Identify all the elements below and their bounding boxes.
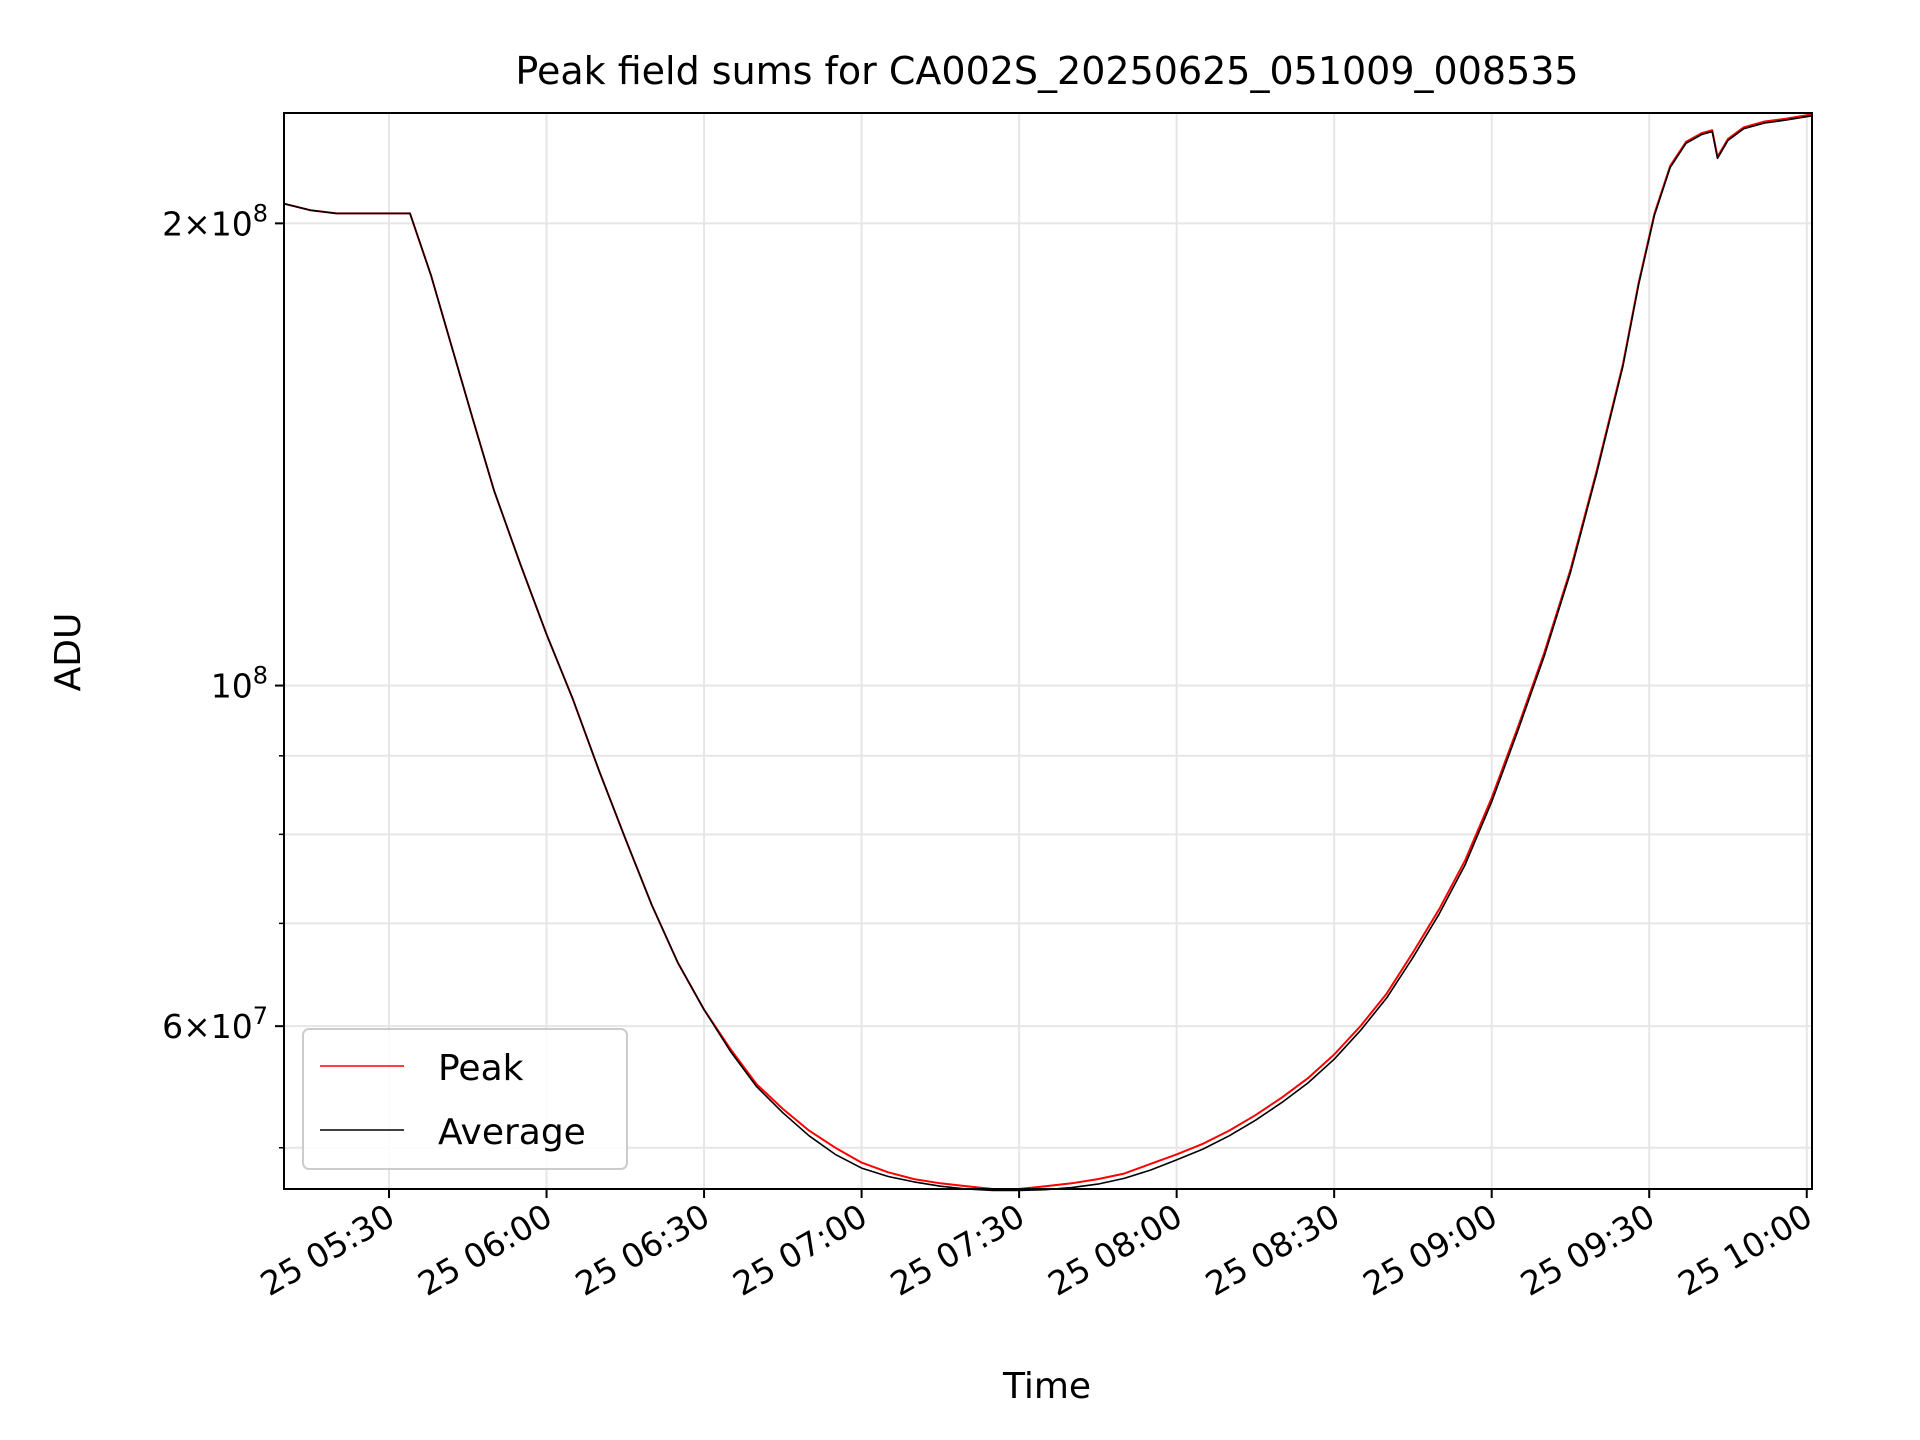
series-line-average — [283, 115, 1813, 1192]
y-axis: 2×108 108 6×107 — [162, 199, 284, 1149]
plot-frame — [283, 112, 1813, 1190]
legend-box — [302, 1028, 628, 1170]
y-tick-label: 2×108 — [162, 199, 268, 243]
legend-label-average: Average — [438, 1112, 586, 1153]
grid — [284, 113, 1812, 1189]
chart-title: Peak field sums for CA002S_20250625_0510… — [515, 49, 1578, 93]
y-tick-label: 108 — [211, 662, 268, 706]
series-layer — [283, 113, 1813, 1192]
y-axis-label: ADU — [48, 613, 89, 692]
legend: Peak Average — [302, 1028, 628, 1170]
x-axis-label: Time — [1002, 1366, 1091, 1407]
legend-label-peak: Peak — [438, 1048, 524, 1089]
y-tick-label: 6×107 — [162, 1002, 268, 1046]
